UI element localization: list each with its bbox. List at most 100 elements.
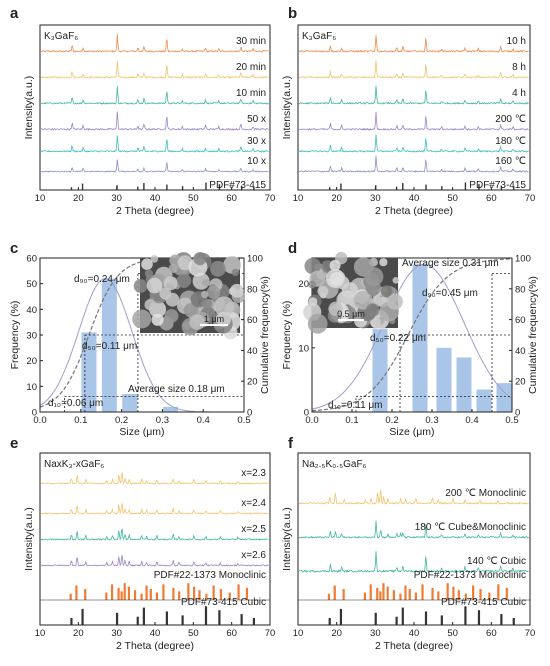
y2-tick-label: 40	[247, 346, 258, 357]
sem-particle	[144, 299, 156, 311]
x-tick-label: 40	[409, 193, 420, 204]
trace-label: 140 ℃ Cubic	[467, 556, 526, 567]
xrd-trace	[40, 60, 269, 79]
sem-particle	[168, 263, 178, 273]
sem-particle	[163, 276, 178, 291]
scale-bar-label: 0.5 μm	[337, 309, 365, 319]
reference-peak	[205, 182, 207, 190]
xrd-trace	[40, 135, 269, 153]
compound-label: Na₂.₅K₀.₅GaF₆	[302, 459, 367, 470]
reference-peak	[488, 592, 491, 600]
histogram-bar	[436, 347, 452, 412]
x-tick-label: 20	[331, 193, 342, 204]
y-tick-label: 40	[26, 305, 37, 316]
xrd-trace	[298, 134, 529, 153]
reference-peak	[478, 184, 480, 190]
reference-peak	[198, 590, 201, 600]
x-tick-label: 50	[447, 193, 458, 204]
reference-peak	[140, 593, 143, 600]
reference-peak	[333, 585, 336, 600]
x-axis-label: 2 Theta (degree)	[116, 640, 194, 652]
x-tick-label: 70	[525, 193, 536, 204]
reference-peak	[69, 593, 72, 600]
reference-peak	[240, 185, 243, 190]
reference-peak	[497, 584, 500, 600]
sem-particle	[132, 309, 152, 329]
x-tick-label: 0.4	[197, 415, 210, 426]
panel-e: e 10 20 30 40 50 60 70 2 Theta (degree) Intensity…	[10, 435, 275, 652]
y2-tick-label: 100	[515, 254, 531, 265]
trace-label: 200 ℃ Monoclinic	[445, 488, 526, 499]
scale-bar-label: 1 μm	[204, 314, 224, 324]
x-tick-label: 10	[293, 193, 304, 204]
sem-particle	[164, 309, 179, 323]
reference-peak	[143, 183, 145, 190]
reference-peak	[187, 583, 190, 600]
reference-peak	[363, 592, 366, 600]
reference-peak	[120, 591, 123, 600]
reference-peak	[386, 586, 389, 600]
panel-f-letter: f	[288, 435, 294, 452]
reference-peak	[193, 586, 196, 600]
reference-peak	[472, 585, 475, 600]
compound-label: K₃GaF₆	[302, 31, 336, 42]
y2-axis-label: Cumulative frequency(%)	[259, 276, 271, 394]
sem-particle	[144, 269, 153, 278]
y-tick-label: 10	[26, 382, 37, 393]
reference-peak	[115, 612, 119, 625]
panel-a-letter: a	[10, 5, 19, 22]
reference-peak	[133, 590, 137, 600]
y-tick-label: 50	[26, 279, 37, 290]
x-tick-label: 40	[409, 628, 420, 639]
xrd-trace	[40, 503, 269, 515]
y2-axis-label: Cumulative frequency(%)	[527, 276, 539, 394]
xrd-trace	[298, 35, 529, 53]
sem-particle	[353, 290, 373, 310]
annotation-d50: d₅₀=0.22 μm	[370, 333, 426, 344]
trace-label: 4 h	[512, 88, 526, 99]
sem-particle	[202, 278, 211, 287]
reference-label: PDF#73-415	[209, 180, 266, 191]
reference-peak	[369, 584, 372, 600]
xrd-trace	[298, 551, 529, 573]
x-tick-label: 70	[525, 628, 536, 639]
xrd-trace	[298, 155, 529, 173]
x-tick-label: 20	[73, 628, 84, 639]
sem-particle	[354, 313, 362, 320]
annotation-d90: d₉₀=0.45 μm	[422, 288, 478, 299]
reference-peak	[402, 183, 404, 190]
y2-tick-label: 80	[247, 284, 258, 295]
x-tick-label: 0.0	[33, 415, 46, 426]
y2-tick-label: 60	[247, 315, 258, 326]
xrd-trace	[40, 554, 269, 567]
trace-label: 50 x	[247, 114, 266, 125]
sem-particle	[379, 258, 388, 267]
trace-label: 180 ℃	[495, 136, 526, 147]
trace-label: 20 min	[236, 62, 266, 73]
histogram-bar	[496, 383, 512, 412]
reference-peak	[424, 611, 428, 625]
reference-peak	[137, 186, 139, 190]
trace-label: 30 x	[247, 136, 266, 147]
reference-peak	[340, 183, 342, 190]
reference-label: PDF#73-415 Cubic	[181, 597, 266, 608]
trace-label: 200 ℃	[495, 114, 526, 125]
reference-peak	[110, 584, 114, 600]
reference-label: PDF#22-1373 Monoclinic	[414, 570, 526, 581]
reference-label: PDF#73-415	[469, 180, 526, 191]
xrd-trace	[40, 472, 269, 485]
sem-particle	[365, 303, 380, 318]
sem-particle	[151, 313, 164, 326]
x-tick-label: 50	[188, 193, 199, 204]
x-tick-label: 0.3	[425, 415, 438, 426]
x-tick-label: 30	[111, 193, 122, 204]
sem-particle	[193, 252, 207, 266]
trace-label: x=2.3	[241, 468, 266, 479]
reference-peak	[240, 614, 243, 625]
reference-peak	[446, 583, 449, 600]
y-tick-label: 60	[26, 254, 37, 265]
trace-label: x=2.5	[241, 524, 266, 535]
panel-f: f 10 20 30 40 50 60 70 2 Theta (degree) Intensity…	[281, 435, 535, 652]
reference-peak	[165, 611, 168, 625]
sem-particle	[141, 258, 153, 271]
